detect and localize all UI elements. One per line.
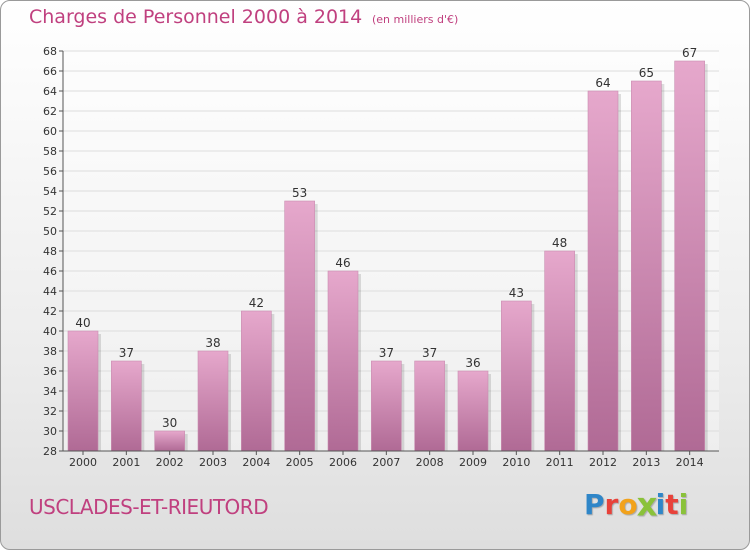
y-tick-label: 48: [43, 245, 57, 258]
data-label: 64: [595, 76, 610, 90]
y-tick-label: 56: [43, 165, 57, 178]
data-label: 38: [205, 336, 220, 350]
data-label: 30: [162, 416, 177, 430]
x-tick-label: 2007: [372, 456, 400, 469]
logo-letter: o: [618, 488, 638, 521]
bar: [111, 360, 142, 452]
bar: [241, 310, 272, 452]
x-tick-label: 2013: [632, 456, 660, 469]
logo-letter: i: [655, 488, 666, 521]
x-tick-label: 2006: [329, 456, 357, 469]
data-label: 67: [682, 46, 697, 60]
bar: [67, 330, 99, 452]
x-tick-label: 2008: [416, 456, 444, 469]
x-tick-label: 2002: [156, 456, 184, 469]
x-tick-label: 2000: [69, 456, 97, 469]
x-tick-label: 2004: [242, 456, 270, 469]
y-tick-label: 38: [43, 345, 57, 358]
x-tick-label: 2014: [676, 456, 704, 469]
data-label: 48: [552, 236, 567, 250]
y-tick-label: 68: [43, 45, 57, 58]
y-tick-label: 66: [43, 65, 57, 78]
bar: [457, 370, 489, 452]
y-tick-label: 28: [43, 445, 57, 458]
y-tick-label: 52: [43, 205, 57, 218]
y-tick-label: 34: [43, 385, 57, 398]
unit-note: (en milliers d'€): [372, 13, 459, 26]
x-tick-label: 2005: [286, 456, 314, 469]
data-label: 40: [75, 316, 90, 330]
data-label: 37: [379, 346, 394, 360]
bar: [631, 80, 662, 452]
y-tick-label: 42: [43, 305, 57, 318]
data-label: 37: [422, 346, 437, 360]
logo-letter: x: [636, 485, 658, 524]
bar: [284, 200, 315, 452]
y-tick-label: 58: [43, 145, 57, 158]
bar: [414, 360, 445, 452]
logo-letter: r: [604, 488, 619, 521]
y-tick-label: 60: [43, 125, 57, 138]
x-tick-label: 2003: [199, 456, 227, 469]
data-label: 36: [465, 356, 480, 370]
x-tick-label: 2001: [112, 456, 140, 469]
data-label: 42: [249, 296, 264, 310]
y-tick-label: 46: [43, 265, 57, 278]
data-label: 65: [639, 66, 654, 80]
data-label: 53: [292, 186, 307, 200]
bar: [197, 350, 229, 452]
y-tick-label: 54: [43, 185, 57, 198]
bar: [674, 60, 705, 452]
bar: [327, 270, 359, 452]
y-tick-label: 36: [43, 365, 57, 378]
y-tick-label: 44: [43, 285, 57, 298]
chart-title: Charges de Personnel 2000 à 2014: [29, 6, 363, 28]
y-tick-label: 30: [43, 425, 57, 438]
y-tick-label: 64: [43, 85, 57, 98]
x-tick-label: 2010: [502, 456, 530, 469]
x-tick-label: 2011: [546, 456, 574, 469]
y-tick-label: 50: [43, 225, 57, 238]
bar: [544, 250, 575, 452]
x-tick-label: 2009: [459, 456, 487, 469]
y-tick-label: 32: [43, 405, 57, 418]
logo-letter: i: [678, 488, 689, 521]
bar: [154, 430, 185, 452]
logo-letter: P: [584, 488, 605, 521]
x-tick-label: 2012: [589, 456, 617, 469]
proxiti-logo: Proxiti: [584, 485, 689, 524]
bar: [371, 360, 402, 452]
data-label: 43: [509, 286, 524, 300]
logo-letter: t: [665, 488, 679, 521]
bar: [587, 90, 619, 452]
data-label: 46: [335, 256, 350, 270]
commune-name: USCLADES-ET-RIEUTORD: [29, 495, 269, 519]
data-label: 37: [119, 346, 134, 360]
y-tick-label: 40: [43, 325, 57, 338]
bar: [501, 300, 532, 452]
y-tick-label: 62: [43, 105, 57, 118]
